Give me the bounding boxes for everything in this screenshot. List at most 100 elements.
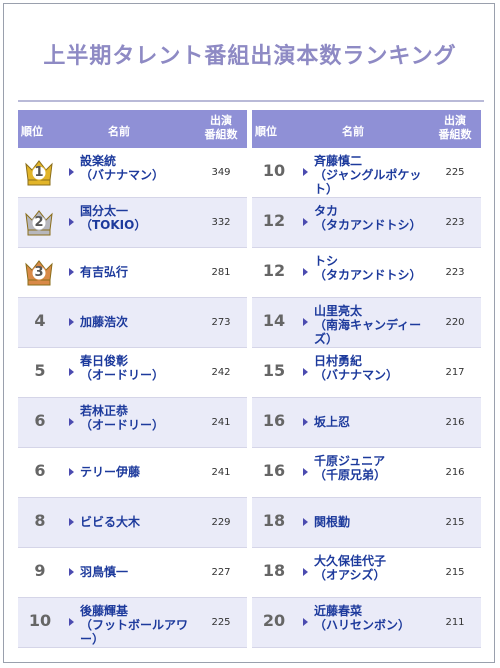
talent-name-main: 日村勇紀: [314, 354, 363, 368]
talent-name[interactable]: 国分太一 （TOKIO）: [80, 204, 198, 232]
triangle-bullet-icon: [69, 218, 74, 226]
talent-name-main: 有吉弘行: [80, 265, 129, 279]
talent-name[interactable]: 有吉弘行: [80, 265, 198, 279]
rank-number: 4: [34, 311, 46, 330]
triangle-bullet-icon: [303, 268, 308, 276]
show-count: 223: [445, 267, 465, 278]
ranking-card: 上半期タレント番組出演本数ランキング 順位 名前 出演 番組数 1 設楽統 （バナナ…: [3, 3, 495, 663]
show-count: 242: [211, 367, 231, 378]
table-row: 8 ビビる大木 229: [18, 498, 247, 548]
talent-name[interactable]: 春日俊彰 （オードリー）: [80, 354, 198, 382]
talent-name[interactable]: テリー伊藤: [80, 465, 198, 479]
triangle-bullet-icon: [303, 318, 308, 326]
table-header: 順位 名前 出演 番組数: [252, 110, 481, 148]
ranking-table-left: 順位 名前 出演 番組数 1 設楽統 （バナナマン） 349 2 国分太一 （TOKIO） 3…: [18, 110, 247, 648]
talent-name-main: 設楽統: [80, 154, 117, 168]
show-count: 215: [445, 567, 465, 578]
show-count: 349: [211, 167, 231, 178]
talent-name-main: 斉藤慎二: [314, 154, 363, 168]
rank-number: 6: [34, 461, 46, 480]
talent-name-main: 加藤浩次: [80, 315, 129, 329]
title-divider: [18, 100, 484, 102]
talent-group: （千原兄弟）: [314, 468, 387, 482]
talent-name[interactable]: 大久保佳代子 （オアシズ）: [314, 554, 432, 582]
talent-name-main: トシ: [314, 254, 339, 268]
show-count: 227: [211, 567, 231, 578]
table-body: 10 斉藤慎二 （ジャングルポケット） 225 12 タカ （タカアンドトシ） 223 12 トシ…: [252, 148, 481, 648]
show-count: 225: [211, 617, 231, 628]
header-count: 出演 番組数: [435, 114, 475, 142]
talent-name[interactable]: 千原ジュニア （千原兄弟）: [314, 454, 432, 482]
table-row: 12 タカ （タカアンドトシ） 223: [252, 198, 481, 248]
talent-name-main: 千原ジュニア: [314, 454, 386, 468]
rank-number: 3: [34, 265, 44, 280]
table-row: 15 日村勇紀 （バナナマン） 217: [252, 348, 481, 398]
table-row: 5 春日俊彰 （オードリー） 242: [18, 348, 247, 398]
table-row: 16 坂上忍 216: [252, 398, 481, 448]
show-count: 216: [445, 417, 465, 428]
talent-group: （オードリー）: [80, 418, 165, 432]
talent-name[interactable]: トシ （タカアンドトシ）: [314, 254, 432, 282]
rank-number: 16: [262, 411, 286, 430]
rank-number: 16: [262, 461, 286, 480]
table-row: 10 斉藤慎二 （ジャングルポケット） 225: [252, 148, 481, 198]
talent-name[interactable]: 羽鳥慎一: [80, 565, 198, 579]
talent-name[interactable]: 近藤春菜 （ハリセンボン）: [314, 604, 432, 632]
talent-name[interactable]: 斉藤慎二 （ジャングルポケット）: [314, 154, 432, 196]
talent-name[interactable]: 後藤輝基 （フットボールアワー）: [80, 604, 198, 646]
triangle-bullet-icon: [303, 568, 308, 576]
show-count: 241: [211, 417, 231, 428]
silver-crown-icon: 2: [22, 206, 56, 240]
rank-number: 2: [34, 215, 44, 230]
table-header: 順位 名前 出演 番組数: [18, 110, 247, 148]
talent-name[interactable]: 山里亮太 （南海キャンディーズ）: [314, 304, 432, 346]
triangle-bullet-icon: [69, 168, 74, 176]
triangle-bullet-icon: [303, 368, 308, 376]
show-count: 225: [445, 167, 465, 178]
talent-name-main: 山里亮太: [314, 304, 363, 318]
triangle-bullet-icon: [303, 518, 308, 526]
show-count: 223: [445, 217, 465, 228]
talent-group: （バナナマン）: [80, 168, 165, 182]
talent-name[interactable]: ビビる大木: [80, 515, 198, 529]
talent-name[interactable]: 加藤浩次: [80, 315, 198, 329]
triangle-bullet-icon: [303, 218, 308, 226]
show-count: 229: [211, 517, 231, 528]
rank-number: 20: [262, 611, 286, 630]
bronze-crown-icon: 3: [22, 256, 56, 290]
talent-name-main: 後藤輝基: [80, 604, 129, 618]
rank-number: 10: [262, 161, 286, 180]
talent-name-main: 国分太一: [80, 204, 129, 218]
talent-group: （タカアンドトシ）: [314, 218, 422, 232]
triangle-bullet-icon: [69, 568, 74, 576]
header-rank: 順位: [255, 125, 277, 138]
talent-name-main: テリー伊藤: [80, 465, 141, 479]
gold-crown-icon: 1: [22, 156, 56, 190]
rank-number: 10: [28, 611, 52, 630]
talent-name[interactable]: 日村勇紀 （バナナマン）: [314, 354, 432, 382]
triangle-bullet-icon: [303, 618, 308, 626]
header-name: 名前: [342, 125, 364, 138]
header-count-line2: 番組数: [204, 128, 238, 141]
talent-name[interactable]: タカ （タカアンドトシ）: [314, 204, 432, 232]
talent-name[interactable]: 関根勤: [314, 515, 432, 529]
talent-group: （バナナマン）: [314, 368, 399, 382]
header-rank: 順位: [21, 125, 43, 138]
triangle-bullet-icon: [69, 518, 74, 526]
talent-group: （タカアンドトシ）: [314, 268, 422, 282]
header-count: 出演 番組数: [201, 114, 241, 142]
table-row: 16 千原ジュニア （千原兄弟） 216: [252, 448, 481, 498]
talent-name[interactable]: 設楽統 （バナナマン）: [80, 154, 198, 182]
talent-name-main: 大久保佳代子: [314, 554, 387, 568]
rank-number: 6: [34, 411, 46, 430]
talent-name-main: 近藤春菜: [314, 604, 363, 618]
show-count: 281: [211, 267, 231, 278]
table-row: 2 国分太一 （TOKIO） 332: [18, 198, 247, 248]
triangle-bullet-icon: [69, 468, 74, 476]
show-count: 220: [445, 317, 465, 328]
talent-name[interactable]: 若林正恭 （オードリー）: [80, 404, 198, 432]
talent-group: （ハリセンボン）: [314, 618, 411, 632]
triangle-bullet-icon: [69, 618, 74, 626]
table-row: 18 関根勤 215: [252, 498, 481, 548]
talent-name[interactable]: 坂上忍: [314, 415, 432, 429]
